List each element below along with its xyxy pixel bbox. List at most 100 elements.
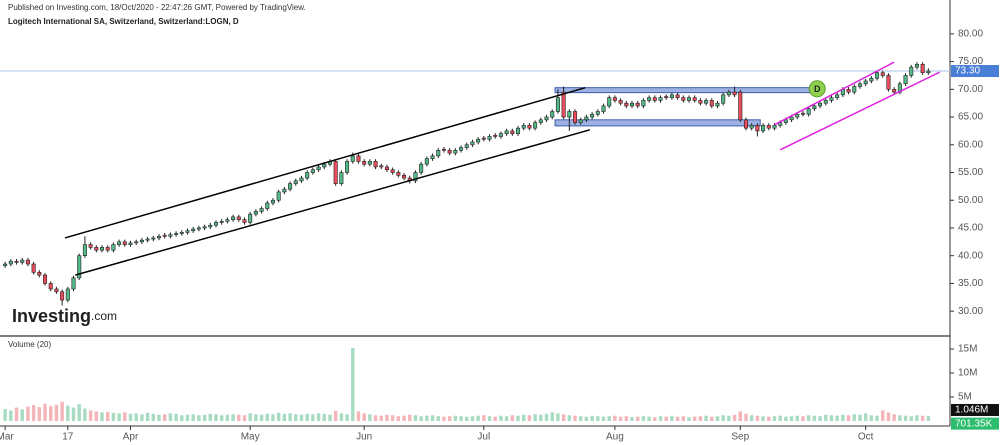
candle-body bbox=[424, 158, 429, 165]
y-tick-label: 75.00 bbox=[958, 56, 983, 67]
volume-bar bbox=[869, 415, 874, 421]
y-tick-label: 80.00 bbox=[958, 29, 983, 40]
candle-body bbox=[111, 244, 116, 251]
candle-body bbox=[94, 247, 99, 251]
volume-bar bbox=[482, 415, 486, 421]
logo-suffix: .com bbox=[91, 309, 117, 323]
candle-body bbox=[783, 119, 788, 123]
volume-bar bbox=[37, 407, 42, 421]
y-tick-label: 70.00 bbox=[958, 84, 983, 95]
volume-bar bbox=[920, 415, 925, 421]
volume-bar bbox=[795, 415, 799, 421]
candle-body bbox=[823, 100, 828, 104]
volume-bar bbox=[727, 415, 731, 421]
candle-body bbox=[168, 234, 173, 237]
candle-body bbox=[253, 211, 258, 215]
candle-body bbox=[527, 125, 532, 129]
y-tick-label: 60.00 bbox=[958, 139, 983, 150]
volume-bar bbox=[601, 416, 606, 421]
candle-body bbox=[795, 113, 800, 118]
candle-body bbox=[629, 102, 635, 107]
volume-bar bbox=[43, 403, 47, 421]
volume-bar bbox=[49, 406, 53, 421]
volume-bar bbox=[926, 415, 931, 421]
volume-bar bbox=[77, 404, 81, 421]
volume-bar bbox=[208, 413, 212, 421]
candle-body bbox=[892, 89, 897, 93]
volume-bar bbox=[658, 416, 663, 421]
volume-bar bbox=[311, 414, 315, 421]
volume-bar bbox=[721, 415, 725, 421]
volume-bar bbox=[613, 415, 617, 421]
candle-body bbox=[664, 96, 669, 98]
candle-body bbox=[806, 108, 811, 115]
candle-body bbox=[875, 72, 880, 79]
volume-bar bbox=[248, 413, 252, 421]
candle-body bbox=[470, 141, 475, 146]
volume-bar bbox=[390, 415, 395, 421]
candle-body bbox=[886, 75, 891, 90]
candle-body bbox=[185, 230, 190, 233]
volume-bar bbox=[66, 405, 70, 421]
candle-body bbox=[208, 224, 213, 228]
candle-body bbox=[669, 94, 674, 98]
volume-bar bbox=[379, 415, 383, 421]
volume-bar bbox=[561, 414, 566, 421]
volume-bar bbox=[396, 416, 401, 421]
candle-body bbox=[362, 161, 367, 165]
volume-bar bbox=[151, 413, 156, 421]
candle-body bbox=[812, 105, 817, 110]
candle-body bbox=[441, 148, 446, 151]
volume-bar bbox=[288, 413, 292, 421]
candle-body bbox=[225, 219, 230, 222]
candle-body bbox=[755, 125, 760, 132]
candle-body bbox=[692, 97, 697, 101]
candle-body bbox=[909, 66, 914, 76]
volume-bar bbox=[744, 413, 748, 421]
candle-body bbox=[550, 111, 555, 118]
candle-body bbox=[430, 155, 435, 159]
volume-bar bbox=[282, 413, 287, 421]
volume-bar bbox=[835, 415, 839, 421]
candle-body bbox=[322, 163, 327, 168]
candle-body bbox=[726, 91, 731, 96]
volume-bar bbox=[185, 414, 190, 421]
trendline bbox=[779, 71, 941, 151]
volume-bar bbox=[9, 410, 13, 421]
candle-body bbox=[652, 97, 657, 101]
candle-body bbox=[156, 235, 162, 239]
volume-bar bbox=[157, 414, 161, 421]
volume-bar bbox=[333, 410, 338, 421]
candle-body bbox=[174, 233, 179, 235]
volume-tick-label: 10M bbox=[958, 368, 977, 379]
volume-tick-label: 5M bbox=[958, 392, 972, 403]
volume-bar bbox=[345, 414, 349, 421]
volume-bar bbox=[231, 414, 235, 421]
candle-body bbox=[675, 94, 680, 98]
candle-body bbox=[48, 283, 53, 290]
volume-bar bbox=[687, 417, 691, 421]
volume-bar bbox=[767, 416, 771, 421]
y-tick-label: 35.00 bbox=[958, 278, 983, 289]
volume-bar bbox=[846, 415, 851, 421]
candle-body bbox=[738, 91, 743, 121]
volume-bar bbox=[772, 416, 777, 421]
candle-body bbox=[846, 89, 851, 93]
last-volume-label-box bbox=[951, 403, 999, 416]
volume-bar bbox=[522, 414, 526, 421]
volume-bar bbox=[909, 416, 913, 421]
candle-body bbox=[310, 169, 315, 173]
candle-body bbox=[880, 72, 885, 76]
volume-bar bbox=[299, 414, 304, 421]
candle-body bbox=[60, 291, 65, 301]
candle-body bbox=[920, 64, 925, 73]
candle-body bbox=[339, 172, 344, 184]
volume-bar bbox=[875, 415, 879, 421]
candle-body bbox=[573, 111, 578, 123]
candle-body bbox=[396, 172, 401, 176]
volume-bar bbox=[852, 414, 856, 421]
candle-body bbox=[818, 102, 823, 107]
trendline bbox=[75, 129, 591, 276]
candle-body bbox=[698, 100, 703, 104]
